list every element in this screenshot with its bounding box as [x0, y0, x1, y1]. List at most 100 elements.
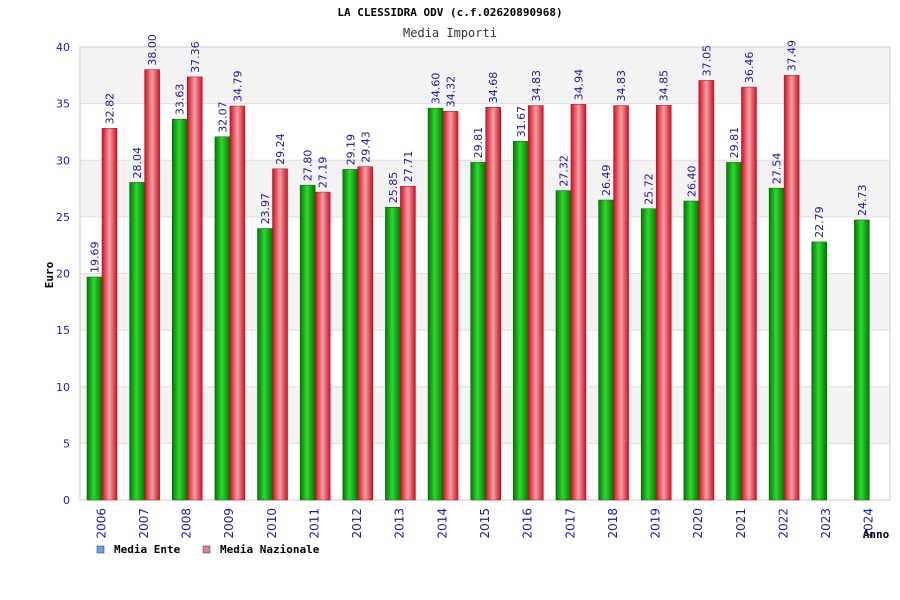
bar-media-ente-2009 [214, 136, 231, 501]
y-tick-label: 0 [63, 494, 70, 507]
x-tick-label: 2011 [307, 508, 321, 539]
x-tick-label: 2017 [563, 508, 577, 539]
bar-media-ente-2013 [385, 206, 401, 501]
bar-value-label: 27.80 [302, 150, 315, 182]
bar-media-nazionale-2016 [528, 105, 544, 501]
bar-value-label: 36.46 [743, 52, 756, 84]
bar-media-ente-2019 [640, 208, 657, 501]
legend-item-media-nazionale[interactable]: Media Nazionale [202, 543, 320, 556]
legend-swatch-media-ente [96, 545, 105, 554]
bar-value-label: 37.05 [700, 45, 713, 77]
bar-value-label: 27.54 [771, 153, 784, 185]
bar-media-nazionale-2009 [229, 105, 246, 501]
bar-value-label: 34.32 [445, 76, 458, 108]
bar-media-ente-2024 [854, 219, 870, 501]
bar-media-ente-2020 [683, 200, 700, 501]
x-tick-label: 2010 [265, 508, 279, 539]
bar-media-ente-2010 [257, 228, 273, 501]
legend-item-media-ente[interactable]: Media Ente [96, 543, 181, 556]
bar-media-nazionale-2017 [570, 104, 587, 501]
bar-media-nazionale-2015 [485, 106, 501, 501]
bar-value-label: 23.97 [259, 193, 272, 225]
legend-label-media-nazionale: Media Nazionale [220, 543, 320, 556]
x-tick-label: 2007 [137, 508, 151, 539]
x-tick-label: 2014 [435, 508, 449, 539]
y-tick-label: 20 [56, 268, 70, 281]
x-tick-label: 2020 [691, 508, 705, 539]
x-tick-label: 2022 [776, 508, 790, 539]
bar-value-label: 25.85 [387, 172, 400, 204]
x-tick-label: 2021 [734, 508, 748, 539]
x-tick-label: 2012 [350, 508, 364, 539]
chart-title: LA CLESSIDRA ODV (c.f.02620890968) [337, 6, 562, 19]
x-tick-label: 2008 [180, 508, 194, 539]
y-tick-label: 35 [56, 98, 70, 111]
bar-value-label: 38.00 [146, 34, 159, 66]
bar-media-ente-2007 [129, 182, 145, 501]
x-tick-label: 2013 [393, 508, 407, 539]
bar-value-label: 28.04 [131, 147, 144, 179]
bar-value-label: 34.68 [487, 72, 500, 104]
bar-value-label: 27.71 [402, 151, 415, 183]
x-axis-ticks: 2006 2007 2008 2009 2010 2011 2012 2013 2014 2015… [94, 508, 875, 539]
bar-media-nazionale-2011 [314, 191, 331, 501]
bar-value-label: 29.81 [728, 127, 741, 159]
bars [86, 69, 870, 501]
x-tick-label: 2019 [649, 508, 663, 539]
bar-value-label: 27.19 [317, 157, 330, 189]
bar-media-nazionale-2020 [698, 80, 715, 501]
bar-media-ente-2022 [768, 187, 785, 501]
bar-media-nazionale-2013 [400, 185, 416, 501]
bar-value-label: 26.49 [600, 165, 613, 197]
bar-value-label: 29.19 [344, 134, 357, 166]
bar-media-nazionale-2018 [613, 105, 629, 501]
bar-media-nazionale-2008 [187, 76, 203, 501]
bar-value-label: 34.94 [572, 69, 585, 101]
bar-media-ente-2023 [811, 241, 827, 501]
legend: Media Ente Media Nazionale [96, 543, 320, 556]
bar-value-label: 32.07 [216, 101, 229, 132]
bar-media-nazionale-2006 [101, 128, 118, 501]
y-tick-label: 15 [56, 324, 70, 337]
bar-value-label: 25.72 [643, 173, 656, 205]
bar-value-label: 27.32 [557, 155, 570, 187]
x-axis-label: Anno [863, 528, 890, 541]
x-tick-label: 2015 [478, 508, 492, 539]
x-tick-label: 2024 [862, 508, 876, 539]
bar-value-label: 33.63 [174, 84, 187, 116]
bar-value-label: 19.69 [89, 242, 102, 274]
bar-value-label: 22.79 [813, 206, 826, 238]
bar-media-nazionale-2021 [741, 86, 757, 501]
bar-value-label: 24.73 [856, 184, 869, 216]
bar-value-label: 31.67 [515, 106, 528, 138]
x-tick-label: 2018 [606, 508, 620, 539]
chart-subtitle: Media Importi [403, 26, 497, 40]
bar-media-ente-2011 [299, 184, 316, 501]
bar-value-label: 37.36 [189, 41, 202, 73]
x-tick-label: 2006 [94, 508, 108, 539]
bar-media-ente-2008 [172, 118, 188, 501]
legend-label-media-ente: Media Ente [114, 543, 181, 556]
bar-value-label: 37.49 [786, 40, 799, 72]
bar-media-ente-2015 [470, 162, 486, 501]
bar-media-ente-2016 [513, 141, 529, 501]
y-tick-label: 10 [56, 381, 70, 394]
bar-media-ente-2017 [555, 190, 572, 501]
bar-value-label: 29.24 [274, 133, 287, 165]
bar-media-ente-2006 [86, 276, 103, 501]
bar-value-label: 34.83 [530, 70, 543, 102]
bar-value-label: 26.40 [685, 166, 698, 198]
bar-media-ente-2014 [427, 107, 444, 501]
y-axis-ticks: 0 5 10 15 20 25 30 35 40 [56, 41, 70, 507]
bar-value-label: 34.85 [658, 70, 671, 102]
x-tick-label: 2009 [222, 508, 236, 539]
y-axis-label: Euro [43, 261, 56, 288]
y-tick-label: 25 [56, 211, 70, 224]
bar-value-label: 34.79 [231, 71, 244, 102]
bar-media-ente-2012 [342, 169, 359, 501]
bar-media-nazionale-2022 [783, 75, 800, 501]
y-tick-label: 30 [56, 154, 70, 167]
bar-media-nazionale-2014 [442, 111, 459, 501]
